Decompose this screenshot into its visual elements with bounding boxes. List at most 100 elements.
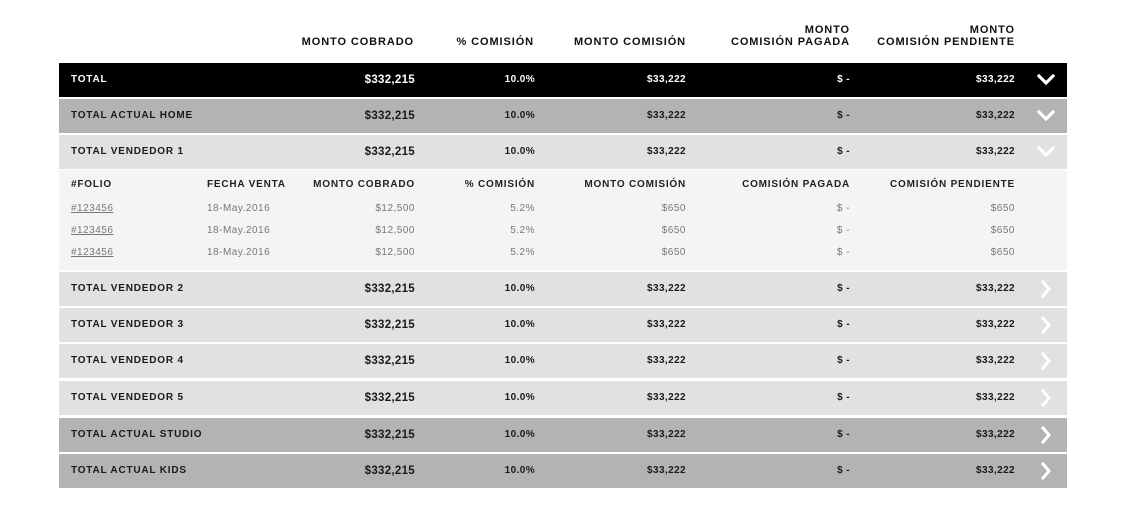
detail-monto-comision: $650 (661, 225, 686, 236)
row-pct-comision: 10.0% (504, 146, 535, 157)
detail-header-fecha: FECHA VENTA (207, 179, 286, 190)
summary-row[interactable]: TOTAL $332,215 10.0% $33,222 $ - $33,222 (59, 63, 1067, 97)
row-comision-pendiente: $33,222 (976, 392, 1015, 403)
detail-pct-comision: 5.2% (510, 247, 535, 258)
summary-row[interactable]: TOTAL ACTUAL HOME $332,215 10.0% $33,222 $ -… (59, 99, 1067, 133)
summary-row[interactable]: TOTAL VENDEDOR 3 $332,215 10.0% $33,222 $ - $… (59, 308, 1067, 342)
summary-row[interactable]: TOTAL VENDEDOR 2 $332,215 10.0% $33,222 $ - $… (59, 272, 1067, 306)
row-monto-cobrado: $332,215 (364, 319, 415, 331)
row-comision-pendiente: $33,222 (976, 110, 1015, 121)
row-comision-pendiente: $33,222 (976, 146, 1015, 157)
detail-comision-pagada: $ - (836, 225, 850, 236)
row-monto-comision: $33,222 (647, 392, 686, 403)
summary-row[interactable]: TOTAL VENDEDOR 1 $332,215 10.0% $33,222 $ - $… (59, 135, 1067, 169)
detail-header-pagada: COMISIÓN PAGADA (742, 179, 850, 190)
detail-comision-pendiente: $650 (990, 247, 1015, 258)
detail-monto-comision: $650 (661, 247, 686, 258)
detail-fecha: 18-May.2016 (207, 225, 271, 236)
detail-comision-pagada: $ - (836, 203, 850, 214)
row-pct-comision: 10.0% (504, 319, 535, 330)
chevron-down-icon[interactable] (1036, 63, 1056, 97)
row-monto-comision: $33,222 (647, 283, 686, 294)
header-comision-pendiente-line2: COMISIÓN PENDIENTE (877, 36, 1015, 48)
detail-pct-comision: 5.2% (510, 203, 535, 214)
header-comision-pagada: MONTO COMISIÓN PAGADA (700, 24, 850, 48)
chevron-right-icon[interactable] (1037, 272, 1055, 306)
row-comision-pagada: $ - (837, 74, 850, 85)
summary-row[interactable]: TOTAL VENDEDOR 5 $332,215 10.0% $33,222 $ - $… (59, 381, 1067, 415)
detail-monto-cobrado: $12,500 (375, 203, 415, 214)
row-label: TOTAL VENDEDOR 5 (71, 392, 184, 403)
row-comision-pagada: $ - (837, 355, 850, 366)
row-monto-cobrado: $332,215 (364, 283, 415, 295)
detail-folio-link[interactable]: #123456 (71, 225, 114, 236)
detail-comision-pagada: $ - (836, 247, 850, 258)
row-comision-pagada: $ - (837, 465, 850, 476)
row-monto-cobrado: $332,215 (364, 74, 415, 86)
header-comision-pagada-line1: MONTO (804, 24, 850, 36)
row-label: TOTAL VENDEDOR 4 (71, 355, 184, 366)
row-monto-cobrado: $332,215 (364, 355, 415, 367)
row-monto-cobrado: $332,215 (364, 429, 415, 441)
chevron-down-icon[interactable] (1036, 135, 1056, 169)
row-monto-cobrado: $332,215 (364, 465, 415, 477)
detail-fecha: 18-May.2016 (207, 203, 271, 214)
chevron-right-icon[interactable] (1037, 381, 1055, 415)
row-comision-pagada: $ - (837, 146, 850, 157)
row-comision-pagada: $ - (837, 429, 850, 440)
row-label: TOTAL ACTUAL HOME (71, 110, 193, 121)
chevron-right-icon[interactable] (1037, 454, 1055, 488)
header-comision-pendiente: MONTO COMISIÓN PENDIENTE (860, 24, 1015, 48)
detail-comision-pendiente: $650 (990, 203, 1015, 214)
detail-header-pendiente: COMISIÓN PENDIENTE (890, 179, 1015, 190)
detail-monto-comision: $650 (661, 203, 686, 214)
row-label: TOTAL (71, 74, 108, 85)
chevron-down-icon[interactable] (1036, 99, 1056, 133)
header-monto-comision: MONTO COMISIÓN (573, 36, 686, 48)
detail-folio-link[interactable]: #123456 (71, 247, 114, 258)
summary-row[interactable]: TOTAL ACTUAL STUDIO $332,215 10.0% $33,222 $… (59, 418, 1067, 452)
row-label: TOTAL ACTUAL KIDS (71, 465, 187, 476)
detail-header-folio: #FOLIO (71, 179, 112, 190)
row-comision-pagada: $ - (837, 283, 850, 294)
row-monto-comision: $33,222 (647, 74, 686, 85)
row-pct-comision: 10.0% (504, 429, 535, 440)
row-monto-comision: $33,222 (647, 355, 686, 366)
row-pct-comision: 10.0% (504, 392, 535, 403)
row-comision-pagada: $ - (837, 392, 850, 403)
row-comision-pendiente: $33,222 (976, 74, 1015, 85)
summary-row[interactable]: TOTAL ACTUAL KIDS $332,215 10.0% $33,222 $ -… (59, 454, 1067, 488)
detail-folio-link[interactable]: #123456 (71, 203, 114, 214)
row-label: TOTAL VENDEDOR 1 (71, 146, 184, 157)
detail-panel-vendedor-1: #FOLIO FECHA VENTA MONTO COBRADO % COMIS… (59, 170, 1067, 270)
row-comision-pendiente: $33,222 (976, 429, 1015, 440)
detail-comision-pendiente: $650 (990, 225, 1015, 236)
chevron-right-icon[interactable] (1037, 418, 1055, 452)
detail-header-cobrado: MONTO COBRADO (313, 179, 415, 190)
row-monto-cobrado: $332,215 (364, 110, 415, 122)
row-label: TOTAL VENDEDOR 3 (71, 319, 184, 330)
header-comision-pagada-line2: COMISIÓN PAGADA (730, 36, 850, 48)
row-comision-pendiente: $33,222 (976, 465, 1015, 476)
row-pct-comision: 10.0% (504, 74, 535, 85)
row-monto-cobrado: $332,215 (364, 392, 415, 404)
chevron-right-icon[interactable] (1037, 344, 1055, 378)
detail-pct-comision: 5.2% (510, 225, 535, 236)
header-monto-cobrado: MONTO COBRADO (301, 36, 414, 48)
row-comision-pagada: $ - (837, 319, 850, 330)
summary-row[interactable]: TOTAL VENDEDOR 4 $332,215 10.0% $33,222 $ - $… (59, 344, 1067, 378)
row-monto-comision: $33,222 (647, 319, 686, 330)
row-pct-comision: 10.0% (504, 110, 535, 121)
row-monto-comision: $33,222 (647, 146, 686, 157)
chevron-right-icon[interactable] (1037, 308, 1055, 342)
detail-header-comision: MONTO COMISIÓN (584, 179, 686, 190)
detail-fecha: 18-May.2016 (207, 247, 271, 258)
detail-monto-cobrado: $12,500 (375, 225, 415, 236)
row-comision-pendiente: $33,222 (976, 319, 1015, 330)
row-monto-comision: $33,222 (647, 110, 686, 121)
row-pct-comision: 10.0% (504, 465, 535, 476)
row-comision-pagada: $ - (837, 110, 850, 121)
row-monto-cobrado: $332,215 (364, 146, 415, 158)
row-label: TOTAL ACTUAL STUDIO (71, 429, 203, 440)
header-pct-comision: % COMISIÓN (456, 36, 534, 48)
